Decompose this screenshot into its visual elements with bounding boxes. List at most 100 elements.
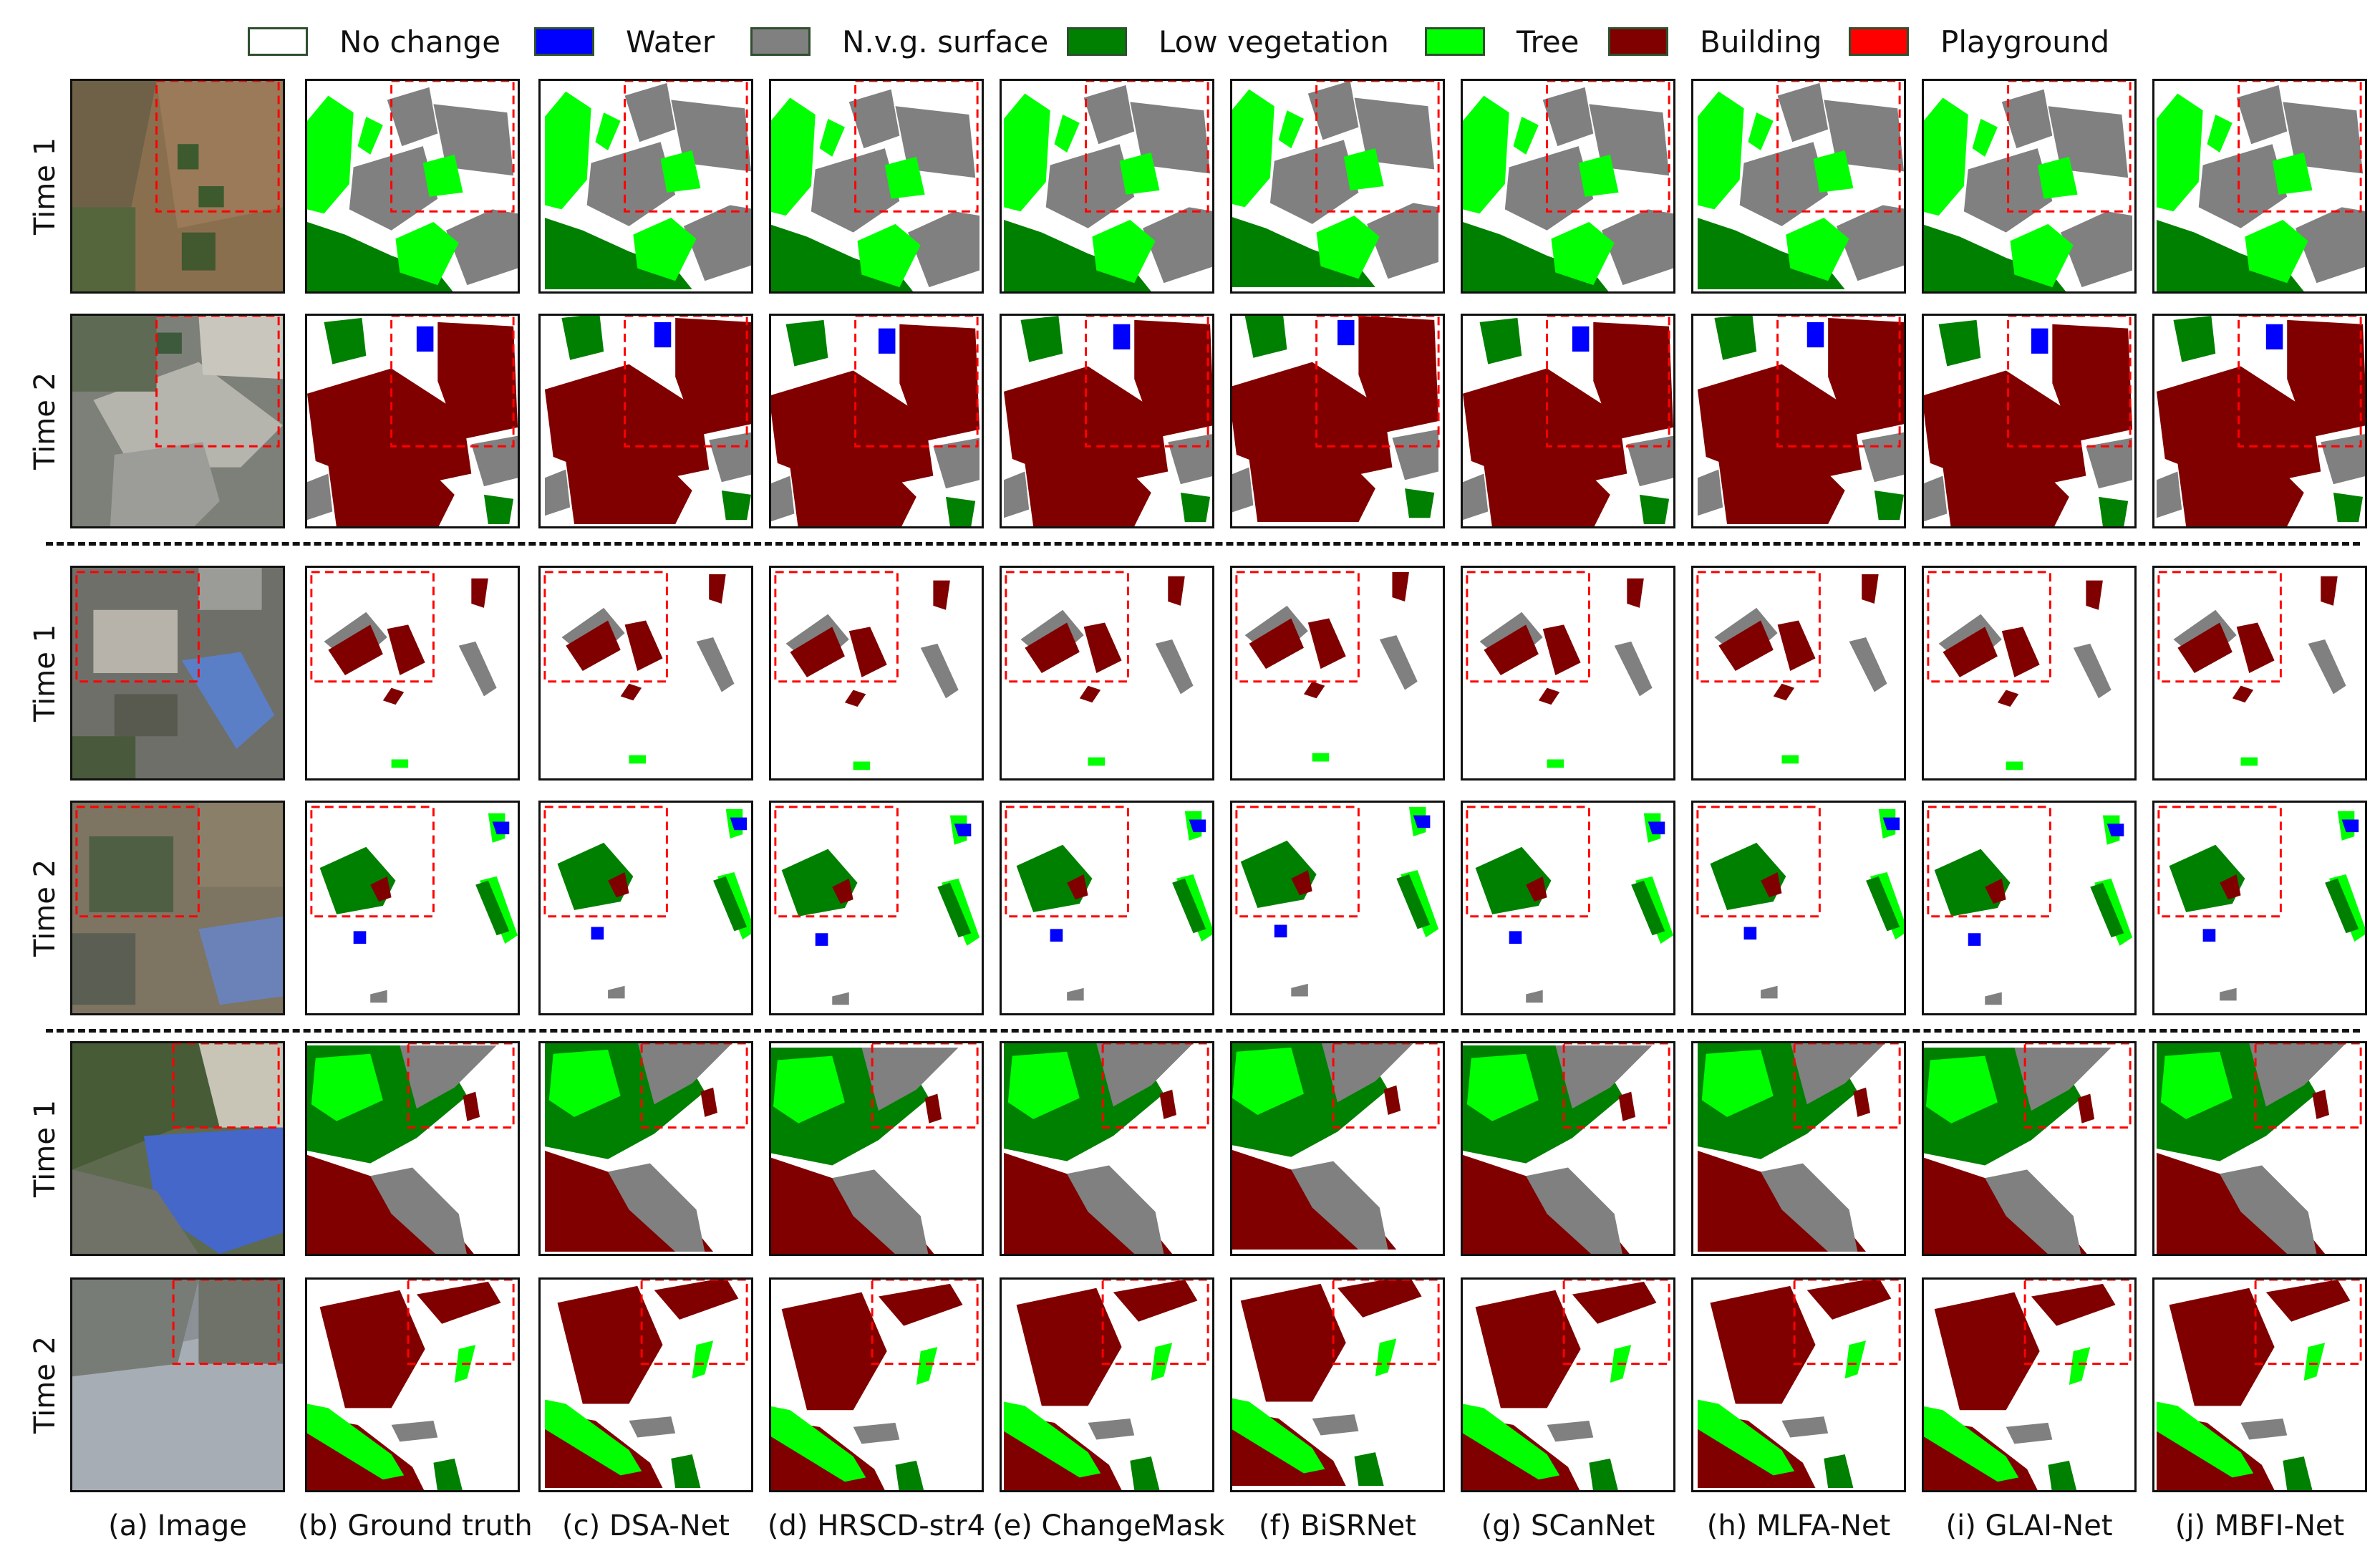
- prediction-map-tile: [305, 801, 520, 1015]
- prediction-map-tile: [1230, 314, 1445, 528]
- prediction-map-tile: [538, 566, 753, 781]
- legend-item-building: Building: [1608, 24, 1822, 59]
- prediction-map-tile: [2152, 1277, 2367, 1492]
- prediction-map-tile: [305, 314, 520, 528]
- prediction-map-tile: [1461, 1041, 1675, 1256]
- satellite-image-tile: [70, 79, 285, 294]
- prediction-map-tile: [1691, 1277, 1906, 1492]
- legend-item-no-change: No change: [248, 24, 501, 59]
- satellite-image-tile: [70, 801, 285, 1015]
- prediction-map-tile: [1461, 801, 1675, 1015]
- row-label: Time 1: [29, 1099, 62, 1198]
- prediction-map-tile: [1691, 314, 1906, 528]
- legend-label: Building: [1700, 24, 1822, 59]
- legend-item-nvg-surface: N.v.g. surface: [750, 24, 1049, 59]
- legend-item-water: Water: [534, 24, 715, 59]
- prediction-map-tile: [1000, 79, 1214, 294]
- prediction-map-tile: [2152, 314, 2367, 528]
- row-label: Time 2: [29, 372, 62, 470]
- column-caption: (c) DSA-Net: [562, 1509, 730, 1542]
- prediction-map-tile: [538, 1277, 753, 1492]
- legend-swatch-water: [534, 27, 594, 56]
- legend-label: N.v.g. surface: [842, 24, 1049, 59]
- prediction-map-tile: [1922, 801, 2137, 1015]
- legend-label: Water: [626, 24, 715, 59]
- prediction-map-tile: [305, 79, 520, 294]
- prediction-map-tile: [305, 566, 520, 781]
- prediction-map-tile: [538, 1041, 753, 1256]
- prediction-map-tile: [2152, 1041, 2367, 1256]
- row-separator: [46, 1029, 2360, 1033]
- legend-item-playground: Playground: [1849, 24, 2110, 59]
- prediction-map-tile: [538, 801, 753, 1015]
- column-caption: (h) MLFA-Net: [1706, 1509, 1891, 1542]
- prediction-map-tile: [1922, 79, 2137, 294]
- prediction-map-tile: [538, 79, 753, 294]
- legend-item-low-vegetation: Low vegetation: [1067, 24, 1389, 59]
- satellite-image-tile: [70, 314, 285, 528]
- prediction-map-tile: [538, 314, 753, 528]
- prediction-map-tile: [1922, 1277, 2137, 1492]
- column-caption: (d) HRSCD-str4: [767, 1509, 986, 1542]
- prediction-map-tile: [1000, 1277, 1214, 1492]
- prediction-map-tile: [769, 566, 984, 781]
- legend-swatch-nvg-surface: [750, 27, 811, 56]
- prediction-map-tile: [305, 1041, 520, 1256]
- satellite-image-tile: [70, 566, 285, 781]
- prediction-map-tile: [769, 1041, 984, 1256]
- prediction-map-tile: [1461, 1277, 1675, 1492]
- prediction-map-tile: [1922, 566, 2137, 781]
- legend-label: No change: [339, 24, 501, 59]
- prediction-map-tile: [1691, 801, 1906, 1015]
- prediction-map-tile: [1230, 566, 1445, 781]
- column-caption: (e) ChangeMask: [992, 1509, 1225, 1542]
- legend-swatch-tree: [1425, 27, 1485, 56]
- prediction-map-tile: [769, 1277, 984, 1492]
- prediction-map-tile: [1230, 1277, 1445, 1492]
- row-label: Time 1: [29, 137, 62, 236]
- column-caption: (i) GLAI-Net: [1945, 1509, 2113, 1542]
- satellite-image-tile: [70, 1277, 285, 1492]
- prediction-map-tile: [1461, 79, 1675, 294]
- prediction-map-tile: [1461, 314, 1675, 528]
- prediction-map-tile: [2152, 566, 2367, 781]
- prediction-map-tile: [1000, 1041, 1214, 1256]
- prediction-map-tile: [769, 314, 984, 528]
- prediction-map-tile: [1000, 801, 1214, 1015]
- prediction-map-tile: [769, 801, 984, 1015]
- column-caption: (g) SCanNet: [1481, 1509, 1655, 1542]
- prediction-map-tile: [1691, 566, 1906, 781]
- prediction-map-tile: [1922, 314, 2137, 528]
- column-caption: (j) MBFI-Net: [2175, 1509, 2345, 1542]
- legend-item-tree: Tree: [1425, 24, 1580, 59]
- row-label: Time 2: [29, 859, 62, 957]
- column-caption: (f) BiSRNet: [1259, 1509, 1416, 1542]
- prediction-map-tile: [1230, 1041, 1445, 1256]
- column-caption: (b) Ground truth: [298, 1509, 533, 1542]
- legend-label: Playground: [1940, 24, 2110, 59]
- prediction-map-tile: [1922, 1041, 2137, 1256]
- prediction-map-tile: [1691, 1041, 1906, 1256]
- prediction-map-tile: [1691, 79, 1906, 294]
- prediction-map-tile: [1000, 566, 1214, 781]
- legend-swatch-no-change: [248, 27, 308, 56]
- prediction-map-tile: [2152, 801, 2367, 1015]
- legend-swatch-low-vegetation: [1067, 27, 1127, 56]
- prediction-map-tile: [1461, 566, 1675, 781]
- legend-label: Low vegetation: [1158, 24, 1389, 59]
- prediction-map-tile: [305, 1277, 520, 1492]
- legend-swatch-playground: [1849, 27, 1909, 56]
- column-caption: (a) Image: [108, 1509, 247, 1542]
- legend: No change Water N.v.g. surface Low veget…: [0, 13, 2380, 70]
- legend-label: Tree: [1516, 24, 1580, 59]
- row-label: Time 2: [29, 1335, 62, 1434]
- row-label: Time 1: [29, 624, 62, 723]
- row-separator: [46, 542, 2360, 546]
- prediction-map-tile: [1000, 314, 1214, 528]
- prediction-map-tile: [2152, 79, 2367, 294]
- legend-swatch-building: [1608, 27, 1668, 56]
- satellite-image-tile: [70, 1041, 285, 1256]
- prediction-map-tile: [1230, 79, 1445, 294]
- prediction-map-tile: [769, 79, 984, 294]
- prediction-map-tile: [1230, 801, 1445, 1015]
